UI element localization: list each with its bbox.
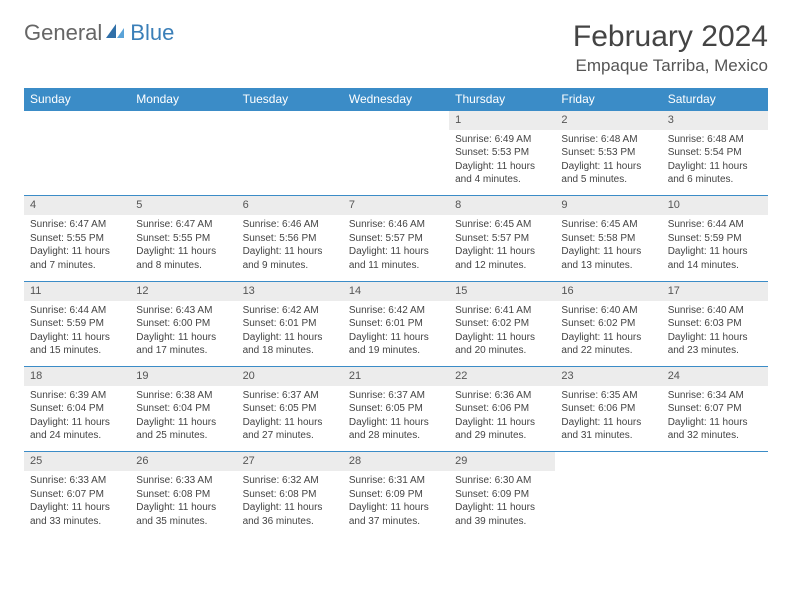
day-number-row: 11121314151617 [24,281,768,300]
day-detail: Sunrise: 6:34 AMSunset: 6:07 PMDaylight:… [662,386,768,452]
logo-text-general: General [24,20,102,46]
day-detail: Sunrise: 6:44 AMSunset: 5:59 PMDaylight:… [662,215,768,281]
day-number: 4 [24,196,130,215]
day-detail: Sunrise: 6:37 AMSunset: 6:05 PMDaylight:… [343,386,449,452]
day-detail: Sunrise: 6:40 AMSunset: 6:02 PMDaylight:… [555,301,661,367]
logo-text-blue: Blue [130,20,174,46]
day-header: Wednesday [343,88,449,111]
day-number: 25 [24,452,130,471]
day-number: 10 [662,196,768,215]
day-detail: Sunrise: 6:38 AMSunset: 6:04 PMDaylight:… [130,386,236,452]
day-detail [555,471,661,537]
day-detail-row: Sunrise: 6:33 AMSunset: 6:07 PMDaylight:… [24,471,768,537]
day-number: 11 [24,281,130,300]
day-detail: Sunrise: 6:47 AMSunset: 5:55 PMDaylight:… [130,215,236,281]
title-block: February 2024 Empaque Tarriba, Mexico [573,20,768,76]
day-header: Tuesday [237,88,343,111]
day-number [343,111,449,130]
day-number [237,111,343,130]
day-header-row: SundayMondayTuesdayWednesdayThursdayFrid… [24,88,768,111]
day-detail-row: Sunrise: 6:39 AMSunset: 6:04 PMDaylight:… [24,386,768,452]
day-detail: Sunrise: 6:36 AMSunset: 6:06 PMDaylight:… [449,386,555,452]
day-detail: Sunrise: 6:49 AMSunset: 5:53 PMDaylight:… [449,130,555,196]
day-detail: Sunrise: 6:46 AMSunset: 5:56 PMDaylight:… [237,215,343,281]
day-number: 13 [237,281,343,300]
month-title: February 2024 [573,20,768,54]
day-number [24,111,130,130]
day-detail-row: Sunrise: 6:44 AMSunset: 5:59 PMDaylight:… [24,301,768,367]
day-detail: Sunrise: 6:43 AMSunset: 6:00 PMDaylight:… [130,301,236,367]
day-number: 7 [343,196,449,215]
day-number: 12 [130,281,236,300]
day-detail: Sunrise: 6:30 AMSunset: 6:09 PMDaylight:… [449,471,555,537]
day-detail: Sunrise: 6:45 AMSunset: 5:58 PMDaylight:… [555,215,661,281]
logo-sail-icon [104,20,126,46]
day-number: 9 [555,196,661,215]
day-detail: Sunrise: 6:40 AMSunset: 6:03 PMDaylight:… [662,301,768,367]
day-detail: Sunrise: 6:46 AMSunset: 5:57 PMDaylight:… [343,215,449,281]
day-number: 24 [662,367,768,386]
day-number-row: 123 [24,111,768,130]
day-detail [24,130,130,196]
day-number [662,452,768,471]
day-detail: Sunrise: 6:31 AMSunset: 6:09 PMDaylight:… [343,471,449,537]
day-number-row: 2526272829 [24,452,768,471]
day-number: 16 [555,281,661,300]
day-number [555,452,661,471]
day-detail: Sunrise: 6:37 AMSunset: 6:05 PMDaylight:… [237,386,343,452]
day-detail: Sunrise: 6:42 AMSunset: 6:01 PMDaylight:… [343,301,449,367]
day-header: Thursday [449,88,555,111]
day-detail [343,130,449,196]
day-detail: Sunrise: 6:41 AMSunset: 6:02 PMDaylight:… [449,301,555,367]
day-number: 3 [662,111,768,130]
day-number: 8 [449,196,555,215]
day-detail-row: Sunrise: 6:47 AMSunset: 5:55 PMDaylight:… [24,215,768,281]
day-detail [130,130,236,196]
day-number: 26 [130,452,236,471]
day-detail: Sunrise: 6:48 AMSunset: 5:54 PMDaylight:… [662,130,768,196]
day-header: Friday [555,88,661,111]
day-number: 21 [343,367,449,386]
day-detail: Sunrise: 6:35 AMSunset: 6:06 PMDaylight:… [555,386,661,452]
day-number: 5 [130,196,236,215]
day-number: 27 [237,452,343,471]
day-detail: Sunrise: 6:32 AMSunset: 6:08 PMDaylight:… [237,471,343,537]
day-number: 17 [662,281,768,300]
day-number: 15 [449,281,555,300]
day-number: 1 [449,111,555,130]
page-header: General Blue February 2024 Empaque Tarri… [24,20,768,76]
day-detail [662,471,768,537]
day-number: 6 [237,196,343,215]
day-detail: Sunrise: 6:45 AMSunset: 5:57 PMDaylight:… [449,215,555,281]
day-detail-row: Sunrise: 6:49 AMSunset: 5:53 PMDaylight:… [24,130,768,196]
day-detail: Sunrise: 6:48 AMSunset: 5:53 PMDaylight:… [555,130,661,196]
day-number-row: 45678910 [24,196,768,215]
day-number: 14 [343,281,449,300]
location: Empaque Tarriba, Mexico [573,56,768,76]
day-number: 29 [449,452,555,471]
day-detail: Sunrise: 6:44 AMSunset: 5:59 PMDaylight:… [24,301,130,367]
day-number: 20 [237,367,343,386]
day-number-row: 18192021222324 [24,367,768,386]
day-number: 19 [130,367,236,386]
day-number: 23 [555,367,661,386]
day-detail: Sunrise: 6:39 AMSunset: 6:04 PMDaylight:… [24,386,130,452]
day-detail: Sunrise: 6:33 AMSunset: 6:08 PMDaylight:… [130,471,236,537]
day-number [130,111,236,130]
day-header: Saturday [662,88,768,111]
day-detail: Sunrise: 6:33 AMSunset: 6:07 PMDaylight:… [24,471,130,537]
day-detail [237,130,343,196]
day-detail: Sunrise: 6:47 AMSunset: 5:55 PMDaylight:… [24,215,130,281]
logo: General Blue [24,20,174,46]
day-number: 28 [343,452,449,471]
day-header: Sunday [24,88,130,111]
day-number: 22 [449,367,555,386]
day-detail: Sunrise: 6:42 AMSunset: 6:01 PMDaylight:… [237,301,343,367]
day-number: 18 [24,367,130,386]
calendar-body: 123Sunrise: 6:49 AMSunset: 5:53 PMDaylig… [24,111,768,538]
day-header: Monday [130,88,236,111]
calendar-table: SundayMondayTuesdayWednesdayThursdayFrid… [24,88,768,537]
day-number: 2 [555,111,661,130]
